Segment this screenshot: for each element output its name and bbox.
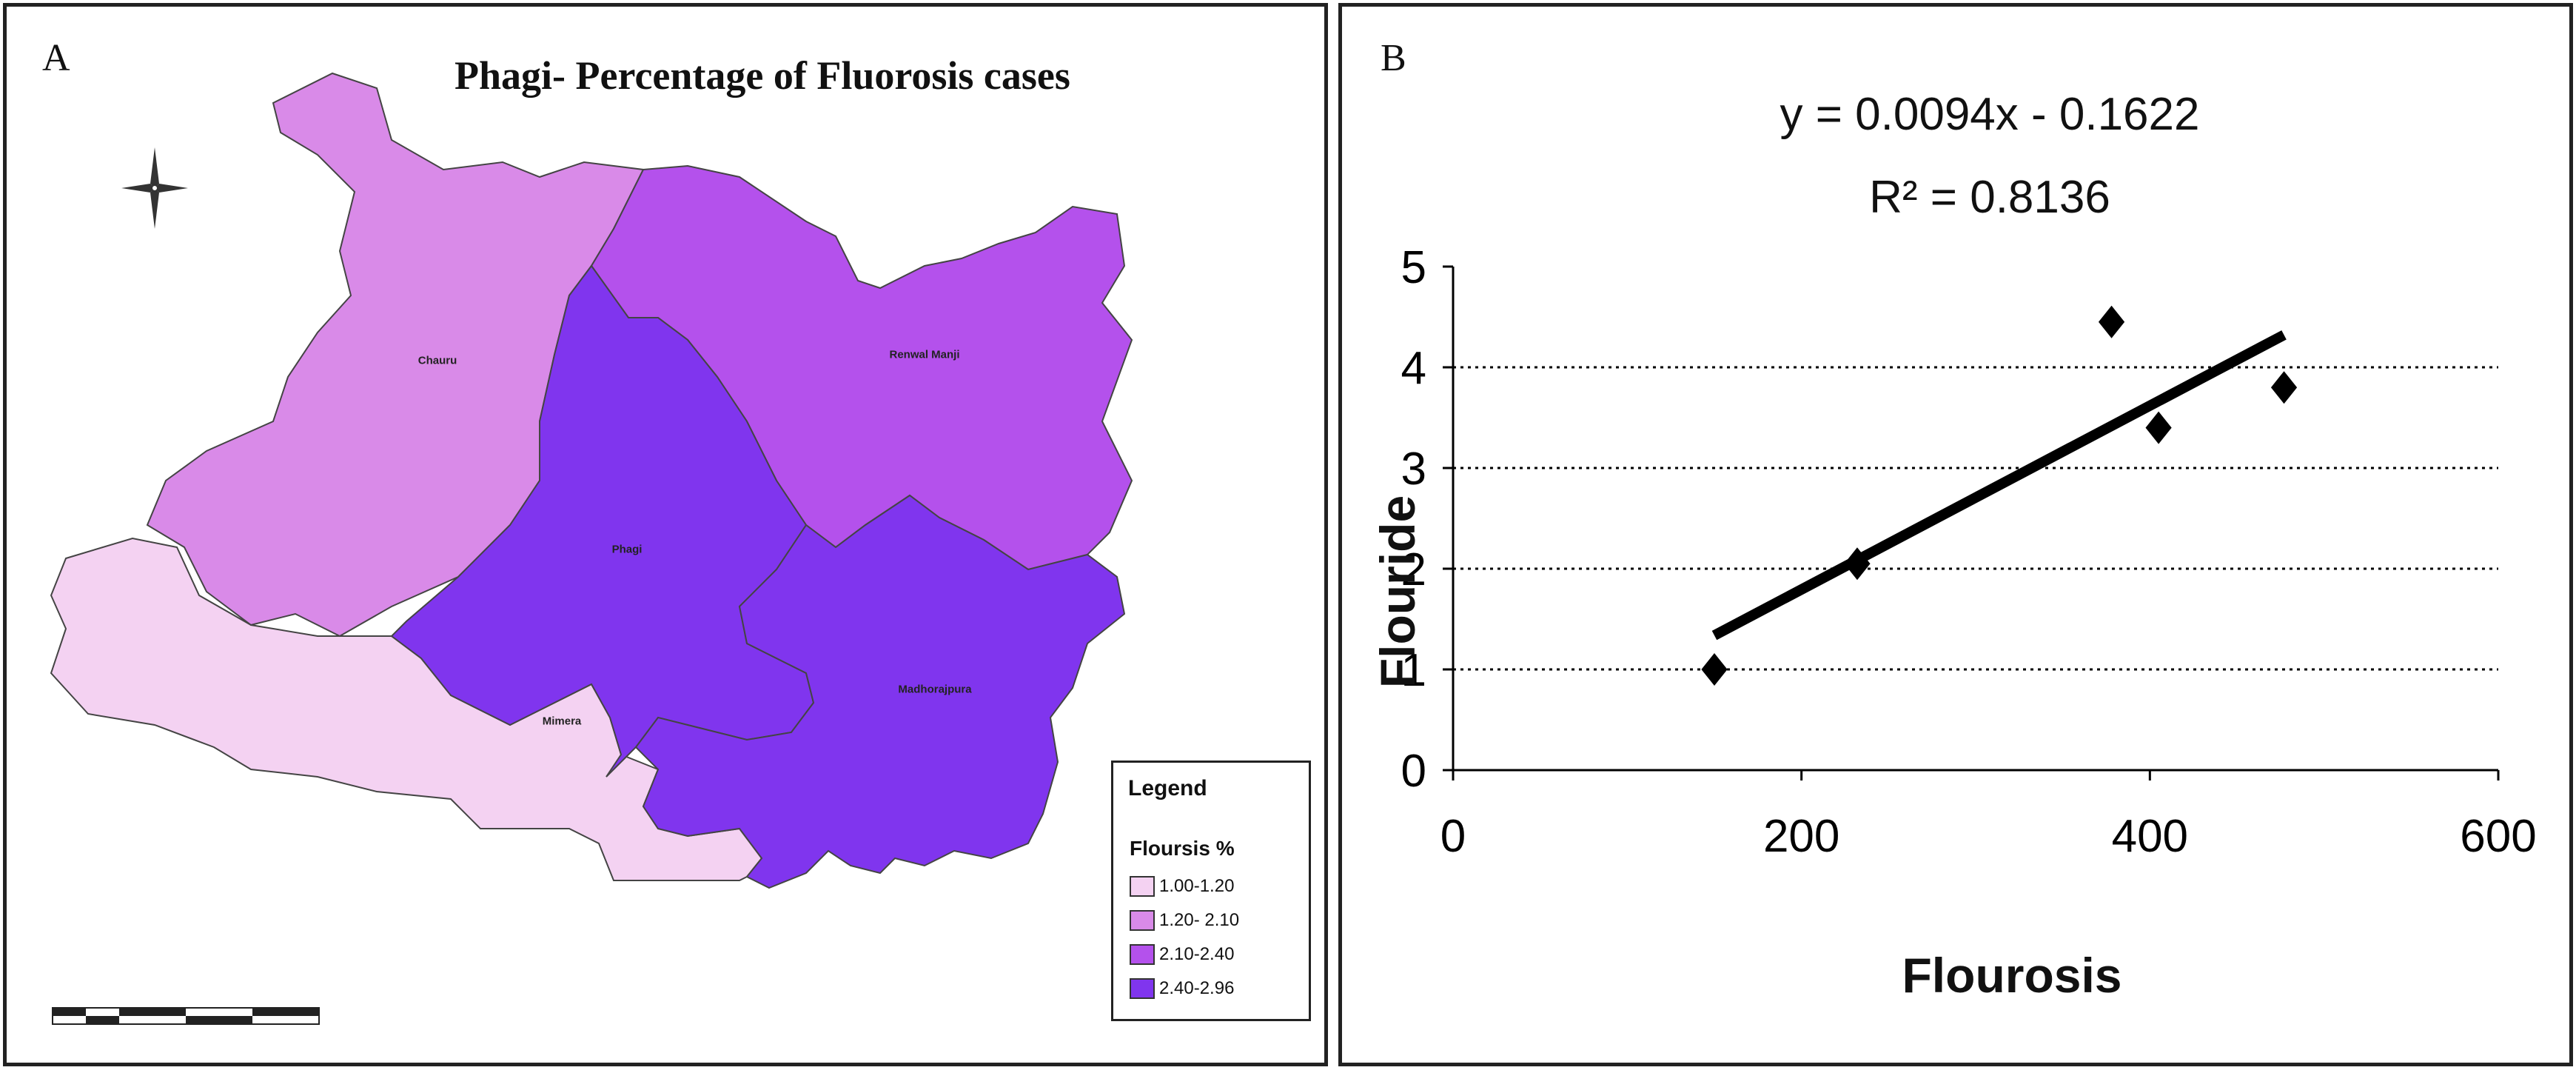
region-phagi[interactable]	[390, 264, 815, 778]
legend-swatch	[1130, 876, 1155, 897]
map-canvas	[50, 72, 1133, 1025]
region-label-renwal-manji: Renwal Manji	[889, 348, 960, 361]
y-tick-label: 3	[1401, 444, 1426, 495]
trendline-equation: y = 0.0094x - 0.1622	[1780, 89, 2200, 140]
region-label-madhorajpura: Madhorajpura	[898, 683, 972, 696]
region-label-mimera: Mimera	[542, 715, 582, 728]
x-tick-label: 600	[2460, 811, 2536, 862]
map-panel: A Phagi- Percentage of Fluorosis cases	[3, 3, 1328, 1066]
panel-letter-b: B	[1381, 37, 1406, 79]
y-tick-label: 1	[1401, 645, 1426, 696]
legend-item: 2.10-2.40	[1130, 942, 1234, 967]
legend-label: 1.20- 2.10	[1159, 910, 1240, 930]
legend-label: 2.10-2.40	[1159, 944, 1235, 964]
legend-title: Legend	[1128, 776, 1207, 800]
legend-label: 2.40-2.96	[1159, 978, 1235, 998]
legend-swatch	[1130, 978, 1155, 999]
x-tick-label: 200	[1763, 811, 1839, 862]
x-tick-label: 400	[2112, 811, 2188, 862]
legend-swatch	[1130, 944, 1155, 965]
data-point	[1701, 653, 1728, 686]
legend-item: 1.00-1.20	[1130, 874, 1234, 899]
legend-item: 1.20- 2.10	[1130, 908, 1239, 933]
data-point	[2098, 305, 2125, 338]
panel-letter-a: A	[42, 37, 70, 79]
map-legend: Legend Floursis % 1.00-1.20 1.20- 2.10 2…	[1111, 761, 1311, 1021]
r-squared-label: R² = 0.8136	[1869, 172, 2110, 223]
trendline	[1711, 330, 2287, 641]
y-axis-title: Flouride	[1370, 495, 1425, 689]
region-label-phagi: Phagi	[611, 543, 643, 556]
chart-panel: B y = 0.0094x - 0.1622 R² = 0.8136 0 1 2 3 4…	[1338, 3, 2573, 1066]
scale-bar	[52, 1007, 320, 1025]
legend-subtitle: Floursis %	[1130, 837, 1235, 860]
compass-icon	[121, 147, 188, 229]
y-tick-label: 2	[1401, 544, 1426, 595]
x-axis-title: Flourosis	[1902, 948, 2122, 1003]
legend-label: 1.00-1.20	[1159, 876, 1235, 896]
x-tick-label: 0	[1440, 811, 1466, 862]
data-point	[2270, 371, 2298, 404]
map-title: Phagi- Percentage of Fluorosis cases	[455, 53, 1070, 98]
y-tick-label: 0	[1401, 746, 1426, 797]
scatter-chart: 0 1 2 3 4 5 0 200 400 600	[1401, 242, 2537, 862]
y-tick-label: 4	[1401, 343, 1426, 394]
legend-swatch	[1130, 910, 1155, 931]
region-madhorajpura[interactable]	[634, 494, 1126, 889]
legend-item: 2.40-2.96	[1130, 976, 1234, 1001]
region-label-chauru: Chauru	[417, 354, 457, 367]
data-point	[1844, 547, 1871, 581]
y-tick-label: 5	[1401, 242, 1426, 293]
data-point	[2145, 411, 2172, 444]
region-chauru[interactable]	[146, 72, 645, 638]
